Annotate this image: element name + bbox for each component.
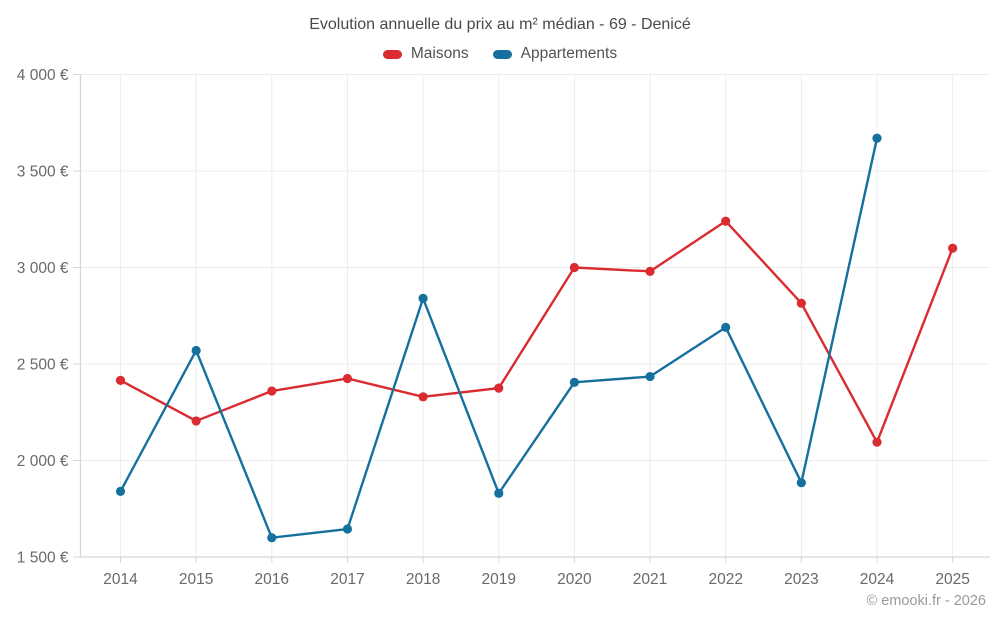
data-point-maisons-2022[interactable] <box>721 216 731 226</box>
legend-label-appartements: Appartements <box>520 45 618 62</box>
data-point-maisons-2023[interactable] <box>796 298 806 308</box>
x-tick-label: 2017 <box>330 571 364 588</box>
chart-title: Evolution annuelle du prix au m² médian … <box>309 16 691 33</box>
x-tick-label: 2024 <box>860 571 895 588</box>
data-point-appartements-2024[interactable] <box>872 133 882 143</box>
data-point-maisons-2018[interactable] <box>418 392 428 402</box>
y-tick-label: 4 000 € <box>17 67 69 84</box>
data-point-maisons-2019[interactable] <box>494 383 504 393</box>
x-tick-label: 2022 <box>708 571 742 588</box>
x-tick-label: 2016 <box>255 571 289 588</box>
copyright-credit: © emooki.fr - 2026 <box>866 593 986 609</box>
series-line-maisons <box>119 219 954 444</box>
y-tick-label: 2 000 € <box>17 453 69 470</box>
data-point-appartements-2022[interactable] <box>721 322 731 332</box>
x-tick-label: 2021 <box>633 571 667 588</box>
data-point-appartements-2014[interactable] <box>115 486 126 496</box>
x-tick-label: 2020 <box>557 571 592 588</box>
x-tick-label: 2023 <box>784 571 818 588</box>
x-tick-label: 2015 <box>179 571 213 588</box>
data-point-appartements-2020[interactable] <box>569 377 580 387</box>
legend-item-maisons[interactable]: Maisons <box>382 45 469 63</box>
maisons-color-swatch <box>382 49 402 59</box>
data-point-appartements-2018[interactable] <box>418 293 428 303</box>
x-tick-label: 2018 <box>406 571 440 588</box>
data-point-maisons-2020[interactable] <box>569 262 580 273</box>
data-point-appartements-2019[interactable] <box>494 488 504 498</box>
data-point-maisons-2021[interactable] <box>645 266 655 276</box>
data-point-maisons-2016[interactable] <box>267 386 277 396</box>
y-tick-label: 2 500 € <box>17 357 69 374</box>
x-tick-label: 2014 <box>103 571 138 588</box>
legend-label-maisons: Maisons <box>410 45 469 62</box>
data-point-maisons-2024[interactable] <box>872 437 882 447</box>
data-point-appartements-2016[interactable] <box>267 533 277 543</box>
y-tick-label: 1 500 € <box>17 550 69 567</box>
x-tick-label: 2025 <box>935 571 969 588</box>
appartements-color-swatch <box>492 49 512 59</box>
data-point-maisons-2014[interactable] <box>115 375 126 386</box>
data-point-maisons-2015[interactable] <box>191 416 201 426</box>
legend-item-appartements[interactable]: Appartements <box>492 45 618 63</box>
data-point-appartements-2021[interactable] <box>645 371 655 382</box>
data-point-maisons-2025[interactable] <box>948 243 958 253</box>
y-tick-label: 3 000 € <box>17 260 69 277</box>
data-point-appartements-2017[interactable] <box>342 524 353 534</box>
data-point-appartements-2015[interactable] <box>191 345 201 356</box>
data-point-maisons-2017[interactable] <box>342 373 353 384</box>
data-point-appartements-2023[interactable] <box>796 478 806 488</box>
chart-legend: Maisons Appartements <box>0 45 1000 63</box>
y-tick-label: 3 500 € <box>17 164 69 181</box>
x-tick-label: 2019 <box>482 571 516 588</box>
